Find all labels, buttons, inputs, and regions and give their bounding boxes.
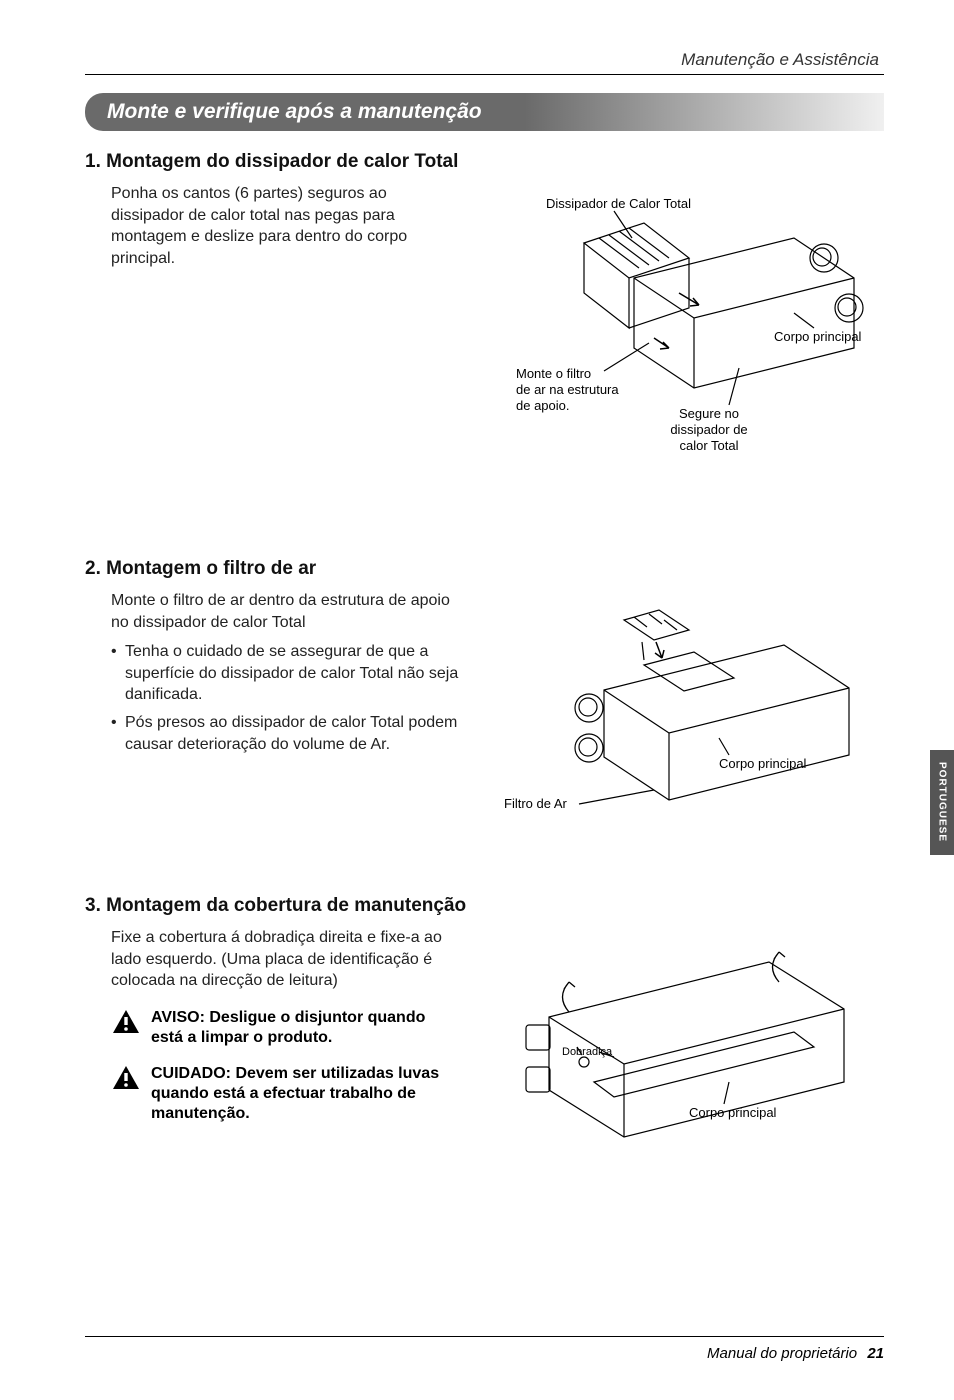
diag2-label-filter: Filtro de Ar xyxy=(504,796,568,811)
step-3: 3. Montagem da cobertura de manutenção F… xyxy=(85,895,884,1162)
step-1-body: Ponha os cantos (6 partes) seguros ao di… xyxy=(85,183,464,269)
step-2-bullet-2: Pós presos ao dissipador de calor Total … xyxy=(111,712,464,755)
warning-cuidado: CUIDADO: Devem ser utilizadas luvas quan… xyxy=(85,1064,444,1124)
step-1: 1. Montagem do dissipador de calor Total… xyxy=(85,151,884,488)
diag3-label-body: Corpo principal xyxy=(689,1105,777,1120)
step-3-heading: 3. Montagem da cobertura de manutenção xyxy=(85,895,884,917)
diag1-label-body: Corpo principal xyxy=(774,329,862,344)
step-2-intro: Monte o filtro de ar dentro da estrutura… xyxy=(111,592,450,631)
step-2-bullet-1: Tenha o cuidado de se assegurar de que a… xyxy=(111,641,464,706)
warning-aviso: AVISO: Desligue o disjuntor quando está … xyxy=(85,1008,444,1048)
step-2-heading: 2. Montagem o filtro de ar xyxy=(85,558,884,580)
step-1-heading: 1. Montagem do dissipador de calor Total xyxy=(85,151,884,173)
page-footer: Manual do proprietário 21 xyxy=(85,1336,884,1362)
warning-aviso-text: AVISO: Desligue o disjuntor quando está … xyxy=(151,1008,444,1048)
warning-cuidado-text: CUIDADO: Devem ser utilizadas luvas quan… xyxy=(151,1064,444,1124)
diag1-bottom-l1: Segure no xyxy=(679,406,739,421)
warning-icon xyxy=(111,1064,141,1092)
step-3-diagram: Dobradiça Corpo principal xyxy=(464,927,884,1162)
footer-page-number: 21 xyxy=(867,1345,884,1362)
diag1-note-l1: Monte o filtro xyxy=(516,366,591,381)
footer-divider xyxy=(85,1336,884,1337)
diag1-bottom-l3: calor Total xyxy=(679,438,738,453)
footer-manual-label: Manual do proprietário xyxy=(707,1345,857,1362)
diag2-label-body: Corpo principal xyxy=(719,756,807,771)
diag1-note-l2: de ar na estrutura xyxy=(516,382,619,397)
step-1-diagram: Dissipador de Calor Total Corpo principa… xyxy=(484,183,884,488)
diag1-note-l3: de apoio. xyxy=(516,398,570,413)
section-banner: Monte e verifique após a manutenção xyxy=(85,93,884,131)
step-2: 2. Montagem o filtro de ar Monte o filtr… xyxy=(85,558,884,835)
diag1-label-heatex: Dissipador de Calor Total xyxy=(546,196,691,211)
step-3-body: Fixe a cobertura á dobradiça direita e f… xyxy=(85,927,444,992)
diag3-label-hinge: Dobradiça xyxy=(562,1046,613,1058)
header-category: Manutenção e Assistência xyxy=(85,50,884,70)
step-2-diagram: Corpo principal Filtro de Ar xyxy=(484,590,884,835)
step-2-body: Monte o filtro de ar dentro da estrutura… xyxy=(85,590,464,761)
language-tab: PORTUGUESE xyxy=(930,750,954,855)
diag1-bottom-l2: dissipador de xyxy=(670,422,747,437)
header-divider xyxy=(85,74,884,75)
warning-icon xyxy=(111,1008,141,1036)
section-banner-title: Monte e verifique após a manutenção xyxy=(107,100,482,123)
